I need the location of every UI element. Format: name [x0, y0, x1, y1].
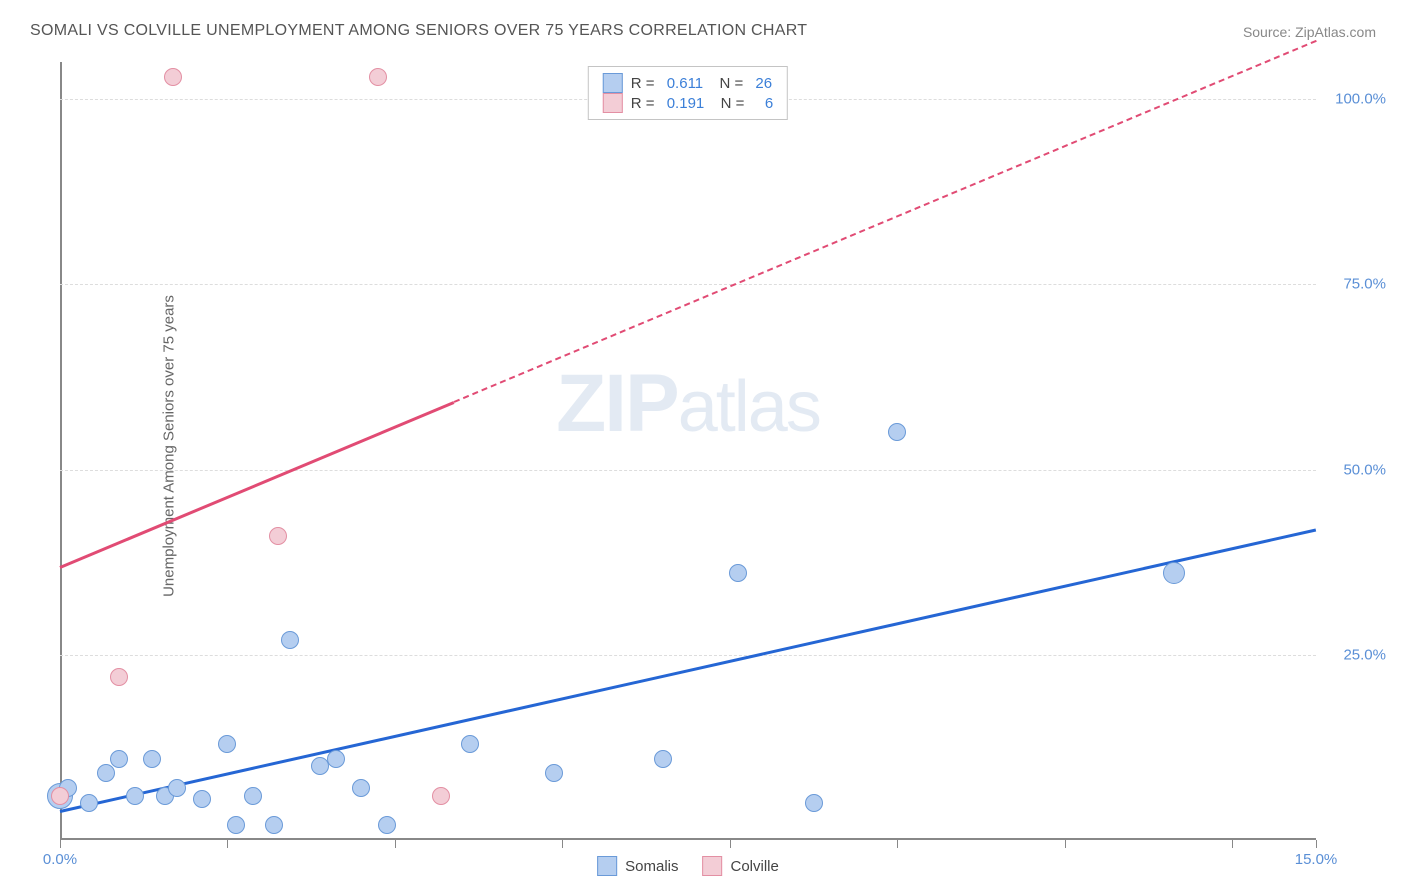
- legend-series-item: Colville: [703, 856, 779, 876]
- legend-series-label: Somalis: [625, 858, 678, 875]
- y-tick-label: 75.0%: [1343, 276, 1386, 293]
- trend-line: [59, 401, 454, 569]
- y-tick-label: 25.0%: [1343, 646, 1386, 663]
- x-tick: [897, 840, 898, 848]
- legend-correlation: R = 0.611 N = 26R = 0.191 N = 6: [588, 66, 788, 120]
- legend-r-value: 0.611: [667, 75, 703, 92]
- watermark-strong: ZIP: [556, 358, 678, 449]
- data-point: [193, 790, 211, 808]
- y-tick-label: 100.0%: [1335, 91, 1386, 108]
- x-tick: [1065, 840, 1066, 848]
- data-point: [378, 816, 396, 834]
- data-point: [143, 750, 161, 768]
- legend-r-value: 0.191: [667, 95, 705, 112]
- gridline: [60, 655, 1316, 656]
- data-point: [227, 816, 245, 834]
- x-tick: [1232, 840, 1233, 848]
- trend-line: [60, 529, 1317, 813]
- gridline: [60, 284, 1316, 285]
- x-tick: [227, 840, 228, 848]
- chart-container: SOMALI VS COLVILLE UNEMPLOYMENT AMONG SE…: [0, 0, 1406, 892]
- legend-swatch: [603, 93, 623, 113]
- plot-area: ZIPatlas R = 0.611 N = 26R = 0.191 N = 6…: [60, 62, 1316, 840]
- x-tick-label: 0.0%: [43, 851, 77, 868]
- data-point: [352, 779, 370, 797]
- data-point: [432, 787, 450, 805]
- legend-series-item: Somalis: [597, 856, 678, 876]
- x-tick-label: 15.0%: [1295, 851, 1338, 868]
- x-tick: [395, 840, 396, 848]
- legend-swatch: [603, 73, 623, 93]
- data-point: [369, 68, 387, 86]
- data-point: [461, 735, 479, 753]
- x-axis-line: [60, 838, 1316, 840]
- legend-n-value: 26: [755, 75, 772, 92]
- source-label: Source: ZipAtlas.com: [1243, 24, 1376, 40]
- legend-correlation-row: R = 0.191 N = 6: [603, 93, 773, 113]
- data-point: [168, 779, 186, 797]
- data-point: [654, 750, 672, 768]
- x-tick: [1316, 840, 1317, 848]
- watermark: ZIPatlas: [556, 357, 820, 451]
- data-point: [244, 787, 262, 805]
- legend-correlation-row: R = 0.611 N = 26: [603, 73, 773, 93]
- data-point: [327, 750, 345, 768]
- data-point: [1163, 562, 1185, 584]
- data-point: [126, 787, 144, 805]
- y-tick-label: 50.0%: [1343, 461, 1386, 478]
- data-point: [51, 787, 69, 805]
- data-point: [281, 631, 299, 649]
- data-point: [269, 527, 287, 545]
- data-point: [311, 757, 329, 775]
- data-point: [545, 764, 563, 782]
- gridline: [60, 470, 1316, 471]
- legend-n-value: 6: [765, 95, 773, 112]
- data-point: [805, 794, 823, 812]
- data-point: [888, 423, 906, 441]
- legend-n-label: N =: [712, 95, 757, 112]
- x-tick: [730, 840, 731, 848]
- y-axis-line: [60, 62, 62, 840]
- watermark-light: atlas: [678, 367, 820, 447]
- data-point: [97, 764, 115, 782]
- legend-n-label: N =: [711, 75, 747, 92]
- data-point: [218, 735, 236, 753]
- legend-r-label: R =: [631, 75, 659, 92]
- legend-series-label: Colville: [731, 858, 779, 875]
- data-point: [265, 816, 283, 834]
- legend-r-label: R =: [631, 95, 659, 112]
- data-point: [729, 564, 747, 582]
- chart-title: SOMALI VS COLVILLE UNEMPLOYMENT AMONG SE…: [30, 22, 807, 40]
- legend-swatch: [597, 856, 617, 876]
- x-tick: [562, 840, 563, 848]
- legend-swatch: [703, 856, 723, 876]
- data-point: [164, 68, 182, 86]
- data-point: [110, 668, 128, 686]
- trend-line-dashed: [453, 40, 1316, 403]
- data-point: [110, 750, 128, 768]
- x-tick: [60, 840, 61, 848]
- legend-series: Somalis Colville: [597, 856, 779, 876]
- data-point: [80, 794, 98, 812]
